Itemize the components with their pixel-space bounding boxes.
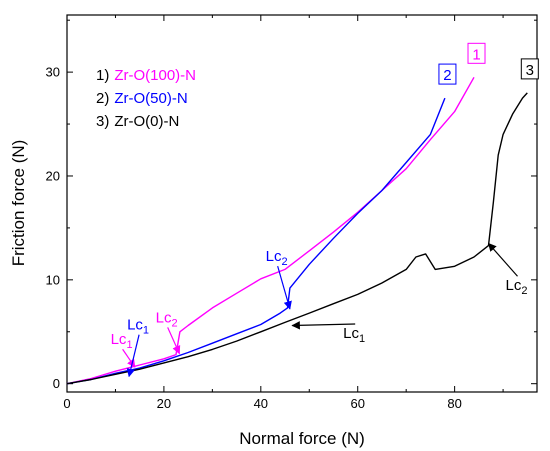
series-end-box [438, 63, 457, 85]
y-tick-label: 30 [46, 65, 60, 80]
ticks-layer: 0 20 40 60 80 0 10 20 30 [46, 15, 537, 411]
annotation-subscript: 1 [359, 333, 365, 345]
legend-item-2: 2) Zr-O(50)-N [96, 90, 188, 107]
x-tick-label: 20 [157, 396, 171, 411]
annotation-label: Lc2 [156, 309, 178, 329]
annotation-base: Lc [266, 248, 282, 265]
series-end-label-2: 2 [438, 63, 457, 85]
x-tick-label: 60 [350, 396, 364, 411]
x-tick-label: 80 [447, 396, 461, 411]
annotation-arrow [487, 242, 518, 277]
annotation-label: Lc1 [111, 331, 133, 351]
annotation-arrow [126, 334, 140, 378]
annotation-subscript: 2 [172, 317, 178, 329]
series-line-1 [66, 76, 475, 385]
annotation-subscript: 1 [126, 339, 132, 351]
annotation-base: Lc [156, 309, 172, 326]
plot-frame [66, 14, 538, 393]
annotation-arrow [167, 327, 181, 355]
annotation-base: Lc [343, 325, 359, 342]
legend-number: 2) [96, 90, 109, 107]
annotation-label: Lc1 [343, 325, 365, 345]
legend-item-3: 3) Zr-O(0)-N [96, 113, 179, 130]
annotation-subscript: 2 [282, 256, 288, 268]
annotation-label: Lc1 [127, 317, 149, 337]
series-end-box-text: 2 [443, 67, 451, 84]
annotation-base: Lc [506, 277, 522, 294]
legend-name: Zr-O(0)-N [114, 113, 179, 130]
annotation-arrow [122, 348, 136, 368]
y-axis-title: Friction force (N) [9, 140, 28, 267]
x-tick-label: 40 [254, 396, 268, 411]
y-tick-label: 0 [53, 376, 60, 391]
series-end-box-text: 3 [526, 62, 534, 79]
legend-name: Zr-O(100)-N [114, 67, 196, 84]
x-tick-label: 0 [63, 396, 70, 411]
series-end-box [467, 42, 486, 64]
legend: 1) Zr-O(100)-N 2) Zr-O(50)-N 3) Zr-O(0)-N [96, 67, 196, 130]
y-tick-label: 10 [46, 272, 60, 287]
legend-name: Zr-O(50)-N [114, 90, 187, 107]
y-tick-label: 20 [46, 168, 60, 183]
x-axis-title: Normal force (N) [239, 429, 365, 448]
annotation-subscript: 1 [143, 325, 149, 337]
series-line-3 [66, 92, 528, 385]
annotation-base: Lc [111, 331, 127, 348]
annotation-arrow [291, 321, 356, 330]
series-layer: 1 2 3 [66, 42, 539, 385]
annotation-label: Lc2 [266, 248, 288, 268]
series-end-label-3: 3 [520, 58, 539, 80]
legend-number: 3) [96, 113, 109, 130]
series-end-box-text: 1 [472, 46, 480, 63]
legend-number: 1) [96, 67, 109, 84]
annotation-arrow [277, 265, 292, 310]
annotation-base: Lc [127, 317, 143, 334]
annotation-label: Lc2 [506, 277, 528, 297]
series-end-label-1: 1 [467, 42, 486, 64]
legend-item-1: 1) Zr-O(100)-N [96, 67, 196, 84]
annotation-subscript: 2 [521, 285, 527, 297]
series-line-2 [66, 97, 446, 385]
series-end-box [520, 58, 539, 80]
